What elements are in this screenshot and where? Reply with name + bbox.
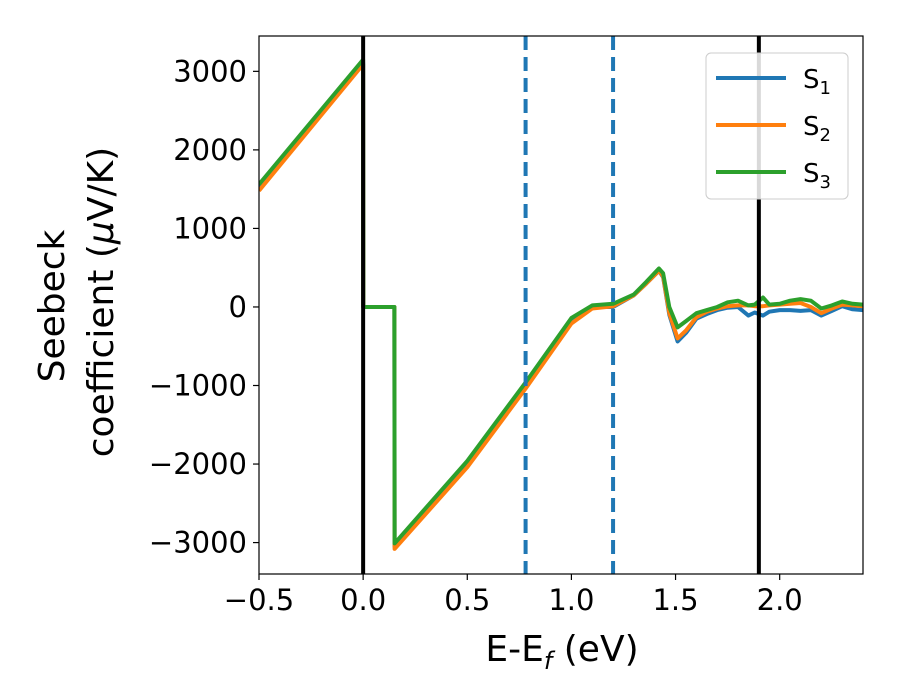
x-tick-label: 0.0 <box>340 583 386 617</box>
y-axis-label-line2: coefficient (μV/K) <box>81 147 122 457</box>
plot-area <box>259 36 863 574</box>
series-line-s2 <box>259 62 863 551</box>
y-tick-label: −2000 <box>149 447 247 481</box>
x-axis-label-suffix: (eV) <box>552 629 638 670</box>
y-tick-label: 2000 <box>173 133 247 167</box>
x-axis-label-main: E-E <box>485 629 543 670</box>
y-tick-label: −1000 <box>149 369 247 403</box>
legend-label-name: S <box>803 112 820 142</box>
y-axis-label-post: V/K) <box>81 147 122 221</box>
y-axis-label-pre: coefficient ( <box>81 244 122 457</box>
y-tick-label: 3000 <box>173 54 247 88</box>
x-tick-label: 2.0 <box>757 583 803 617</box>
y-tick-label: 1000 <box>173 211 247 245</box>
y-tick-label: 0 <box>229 290 247 324</box>
axes: −0.5 0.0 0.5 1.0 1.5 2.0 −3000 −2000 −1000 0 1000 2… <box>149 35 864 617</box>
plot-frame <box>258 35 864 575</box>
y-axis-label-greek: μ <box>81 221 122 245</box>
legend-label-s3: S3 <box>803 159 831 193</box>
x-tick-label: 1.0 <box>548 583 594 617</box>
legend-label-subscript: 1 <box>820 78 831 99</box>
x-axis-label: E-Ef (eV) <box>485 629 638 675</box>
legend-label-subscript: 3 <box>820 172 831 193</box>
plot-content <box>259 36 863 574</box>
x-tick-label: −0.5 <box>224 583 294 617</box>
legend-label-s1: S1 <box>803 65 831 99</box>
series-line-s3 <box>259 57 863 546</box>
x-tick-label: 0.5 <box>444 583 490 617</box>
legend-label-name: S <box>803 65 820 95</box>
y-tick-label: −3000 <box>149 526 247 560</box>
legend-label-subscript: 2 <box>820 125 831 146</box>
legend-label-s2: S2 <box>803 112 831 146</box>
legend-label-name: S <box>803 159 820 189</box>
y-axis-label-line1: Seebeck <box>32 229 73 382</box>
x-tick-label: 1.5 <box>652 583 698 617</box>
